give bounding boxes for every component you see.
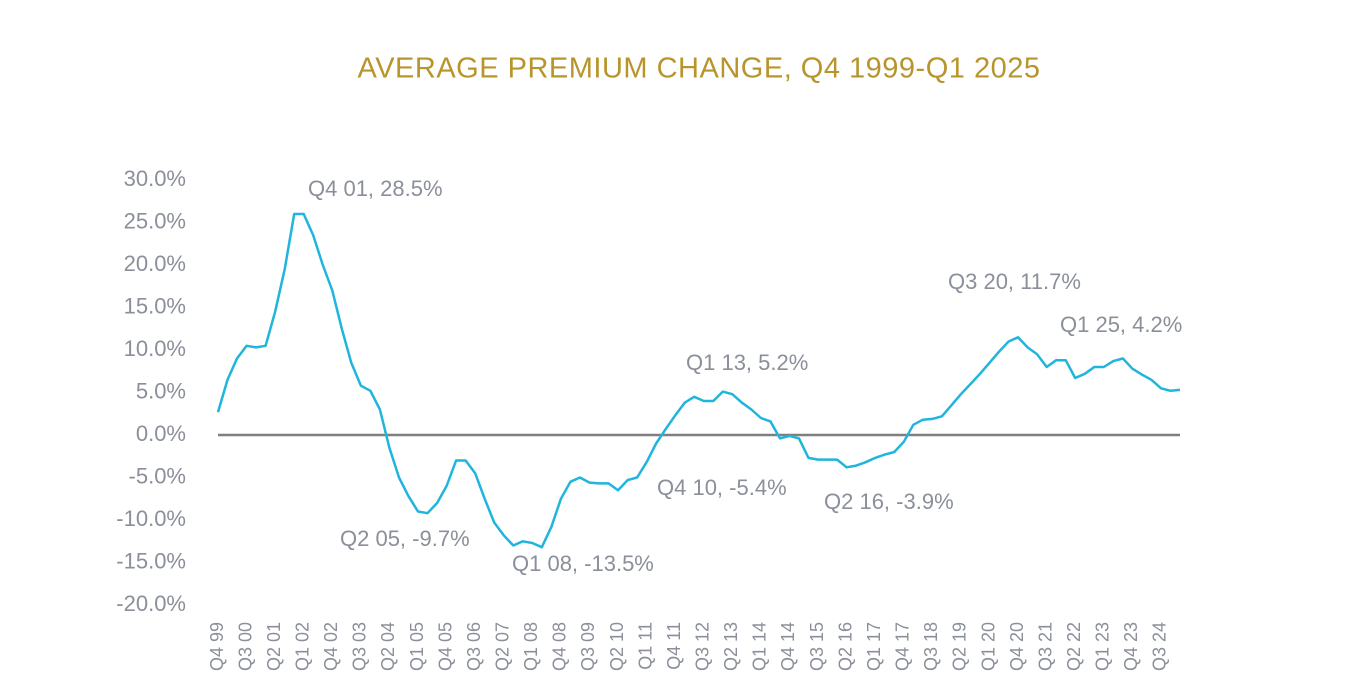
y-tick-label: 30.0%: [124, 166, 186, 191]
x-tick-label: Q3 18: [921, 622, 941, 671]
y-tick-label: 15.0%: [124, 293, 186, 318]
x-tick-label: Q3 15: [807, 622, 827, 671]
x-tick-label: Q1 14: [750, 622, 770, 671]
x-tick-label: Q2 22: [1064, 622, 1084, 671]
x-tick-label: Q1 11: [635, 622, 655, 670]
y-tick-label: -15.0%: [116, 548, 186, 573]
y-tick-label: 10.0%: [124, 336, 186, 361]
x-tick-label: Q4 08: [550, 622, 570, 671]
y-tick-label: 5.0%: [136, 378, 186, 403]
y-tick-label: 25.0%: [124, 208, 186, 233]
x-tick-label: Q4 17: [893, 622, 913, 671]
x-tick-label: Q1 02: [292, 622, 312, 671]
annotation: Q2 16, -3.9%: [824, 489, 954, 514]
x-tick-label: Q3 21: [1035, 622, 1055, 671]
x-tick-label: Q1 20: [978, 622, 998, 671]
y-tick-label: -10.0%: [116, 506, 186, 531]
x-tick-label: Q4 23: [1121, 622, 1141, 671]
x-tick-label: Q2 07: [492, 622, 512, 671]
x-tick-label: Q2 01: [264, 622, 284, 671]
x-tick-label: Q1 05: [407, 622, 427, 671]
x-tick-label: Q4 11: [664, 622, 684, 670]
x-tick-label: Q2 04: [378, 622, 398, 671]
y-tick-label: -20.0%: [116, 591, 186, 616]
annotation: Q4 10, -5.4%: [657, 475, 787, 500]
annotation: Q1 13, 5.2%: [686, 350, 808, 375]
annotation: Q1 25, 4.2%: [1060, 312, 1182, 337]
x-tick-label: Q3 12: [693, 622, 713, 671]
x-tick-label: Q3 03: [350, 622, 370, 671]
data-line: [216, 212, 1181, 549]
x-tick-label: Q3 24: [1150, 622, 1170, 671]
annotation: Q2 05, -9.7%: [340, 526, 470, 551]
x-tick-label: Q3 09: [578, 622, 598, 671]
x-tick-label: Q4 99: [207, 622, 227, 671]
x-tick-label: Q4 05: [435, 622, 455, 671]
x-tick-label: Q4 02: [321, 622, 341, 671]
y-tick-label: 0.0%: [136, 421, 186, 446]
x-tick-label: Q1 17: [864, 622, 884, 671]
x-tick-label: Q1 08: [521, 622, 541, 671]
x-tick-label: Q2 10: [607, 622, 627, 671]
annotation: Q4 01, 28.5%: [308, 176, 443, 201]
annotation: Q1 08, -13.5%: [512, 551, 654, 576]
chart-title: AVERAGE PREMIUM CHANGE, Q4 1999-Q1 2025: [358, 53, 1041, 85]
x-tick-label: Q4 14: [778, 622, 798, 671]
y-tick-label: 20.0%: [124, 251, 186, 276]
x-tick-label: Q2 13: [721, 622, 741, 671]
x-tick-label: Q3 06: [464, 622, 484, 671]
x-tick-label: Q3 00: [235, 622, 255, 671]
x-tick-label: Q2 16: [835, 622, 855, 671]
x-tick-label: Q1 23: [1093, 622, 1113, 671]
x-tick-label: Q2 19: [950, 622, 970, 671]
x-tick-label: Q4 20: [1007, 622, 1027, 671]
annotation: Q3 20, 11.7%: [948, 269, 1081, 294]
y-tick-label: -5.0%: [129, 463, 186, 488]
